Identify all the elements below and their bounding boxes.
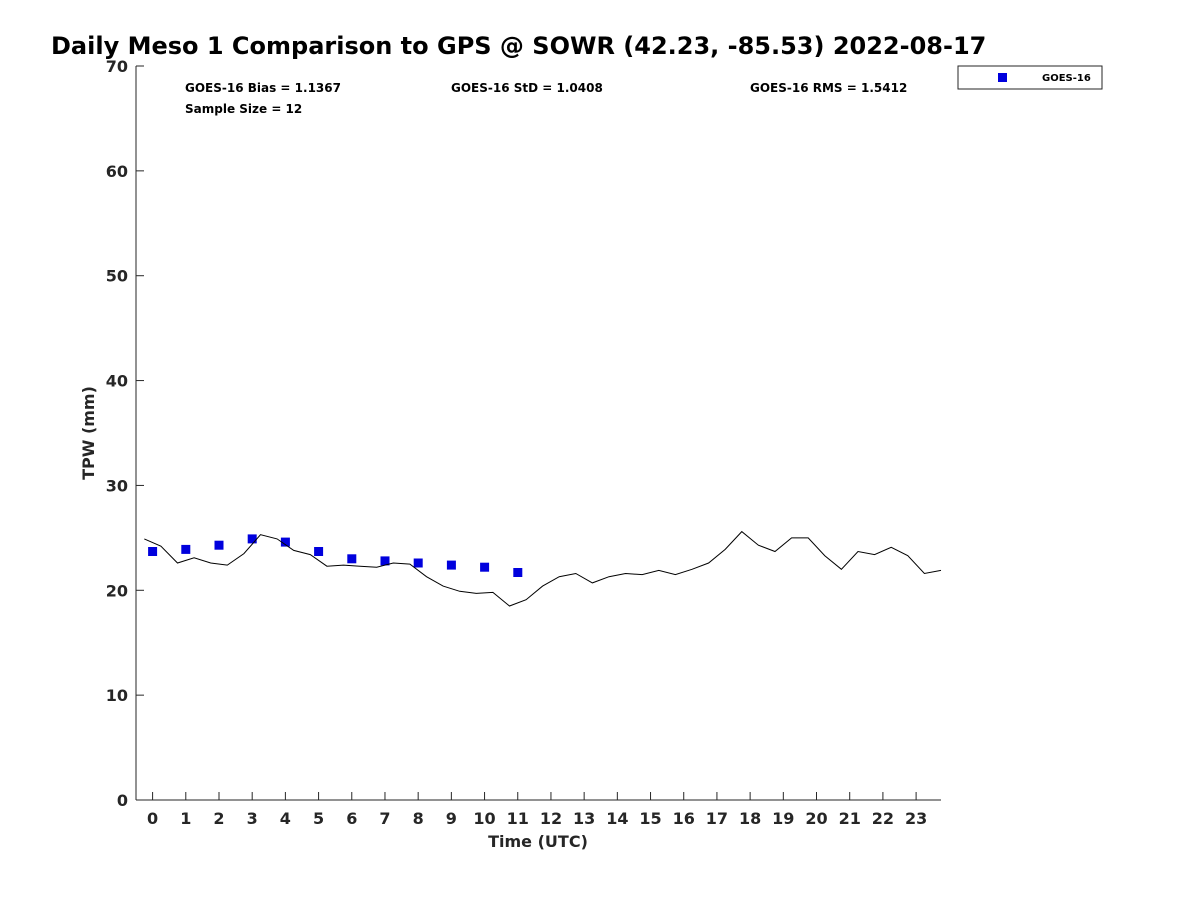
bias-stat: GOES-16 Bias = 1.1367 (185, 81, 341, 95)
x-tick-label: 5 (313, 809, 324, 828)
x-tick-label: 10 (473, 809, 495, 828)
series-layer (144, 530, 942, 607)
legend-box (957, 65, 1103, 90)
x-tick-label: 11 (507, 809, 529, 828)
goes16-point (446, 560, 456, 570)
goes16-point (413, 558, 423, 568)
goes16-point (314, 547, 324, 556)
x-tick-label: 18 (739, 809, 761, 828)
goes16-point (247, 534, 257, 544)
sample-size-stat: Sample Size = 12 (185, 102, 302, 116)
goes16-point (148, 547, 158, 556)
y-axis-label: TPW (mm) (79, 386, 98, 480)
x-tick-label: 17 (706, 809, 728, 828)
goes16-point (280, 537, 290, 547)
x-tick-label: 12 (540, 809, 562, 828)
y-tick-label: 30 (106, 476, 128, 495)
x-tick-label: 4 (280, 809, 291, 828)
x-tick-label: 3 (247, 809, 258, 828)
goes16-point (380, 556, 390, 566)
goes16-point (513, 568, 523, 577)
x-tick-label: 15 (639, 809, 661, 828)
y-ticks: 0 10 20 30 40 50 60 70 (106, 57, 144, 810)
x-tick-label: 13 (573, 809, 595, 828)
legend-marker-square (998, 73, 1007, 82)
legend-label-goes16: GOES-16 (1042, 73, 1091, 84)
x-tick-label: 16 (673, 809, 695, 828)
x-axis-label: Time (UTC) (488, 832, 588, 851)
x-tick-label: 22 (872, 809, 894, 828)
axes (135, 66, 941, 801)
x-tick-label: 8 (413, 809, 424, 828)
rms-stat: GOES-16 RMS = 1.5412 (750, 81, 907, 95)
y-tick-label: 50 (106, 267, 128, 286)
x-tick-label: 20 (805, 809, 827, 828)
goes16-point (480, 562, 490, 572)
x-tick-label: 0 (147, 809, 158, 828)
goes16-point (181, 544, 191, 554)
std-stat: GOES-16 StD = 1.0408 (451, 81, 603, 95)
y-tick-label: 40 (106, 372, 128, 391)
chart-title: Daily Meso 1 Comparison to GPS @ SOWR (4… (51, 32, 986, 60)
x-tick-label: 19 (772, 809, 794, 828)
x-ticks: 0 1 2 3 4 5 6 7 8 9 10 11 12 13 14 15 16 17 18 19 20 21 22 23 (147, 792, 927, 828)
x-tick-label: 2 (213, 809, 224, 828)
goes16-point (347, 554, 357, 564)
x-tick-label: 1 (180, 809, 191, 828)
x-tick-label: 23 (905, 809, 927, 828)
y-tick-label: 0 (117, 791, 128, 810)
legend: GOES-16 (957, 65, 1103, 90)
x-tick-label: 14 (606, 809, 628, 828)
goes16-point (214, 540, 224, 550)
x-tick-label: 7 (379, 809, 390, 828)
x-tick-label: 9 (446, 809, 457, 828)
gps-tpw-line (144, 530, 942, 607)
x-tick-label: 21 (839, 809, 861, 828)
y-tick-label: 20 (106, 581, 128, 600)
y-tick-label: 70 (106, 57, 128, 76)
y-tick-label: 60 (106, 162, 128, 181)
x-tick-label: 6 (346, 809, 357, 828)
y-tick-label: 10 (106, 686, 128, 705)
